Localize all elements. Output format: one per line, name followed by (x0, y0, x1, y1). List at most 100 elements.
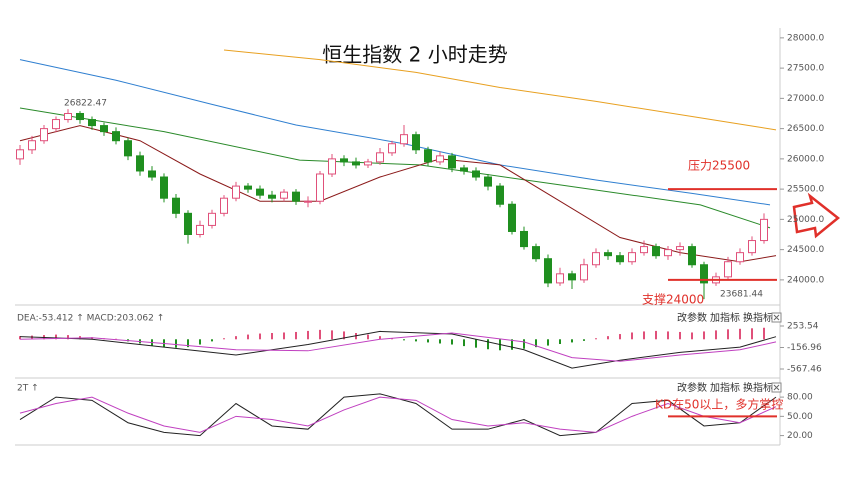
candle-body (544, 258, 552, 284)
candle-body (352, 161, 360, 166)
candle-body (496, 185, 504, 205)
close-icon (773, 384, 780, 391)
candle-body (664, 249, 672, 257)
y-tick-label: -567.46 (787, 365, 822, 375)
y-tick-label: -156.96 (787, 343, 822, 353)
macd-bar (571, 339, 573, 343)
macd-bar (463, 339, 465, 347)
low-label: 23681.44 (720, 290, 763, 300)
macd-bar (751, 328, 753, 340)
candle-body (52, 119, 60, 130)
candle-body (268, 194, 276, 199)
arrow-icon (792, 192, 840, 239)
chart-title: 恒生指数 2 小时走势 (322, 43, 507, 67)
candle-body (508, 203, 516, 232)
panel-button[interactable]: 换指标 (743, 311, 773, 324)
y-tick-label: 25500.0 (787, 185, 824, 195)
candle-body (340, 158, 348, 163)
candle-body (256, 188, 264, 196)
macd-bar (115, 338, 117, 340)
macd-bar (283, 332, 285, 340)
candle-body (736, 252, 744, 263)
macd-bar (175, 339, 177, 348)
candle-body (136, 155, 144, 172)
macd-bar (55, 334, 57, 340)
candle-body (124, 140, 132, 157)
y-tick-label: 24000.0 (787, 275, 824, 285)
candle-body (316, 173, 324, 202)
candle-body (280, 191, 288, 199)
macd-bar (595, 338, 597, 340)
macd-bar (271, 333, 273, 340)
macd-bar (427, 339, 429, 343)
macd-bar (451, 339, 453, 345)
macd-bar (475, 339, 477, 348)
candle-body (328, 158, 336, 175)
candle-body (580, 264, 588, 281)
indicator-line (19, 107, 771, 229)
candle-body (400, 134, 408, 145)
y-tick-label: 24500.0 (787, 245, 824, 255)
candle-body (448, 155, 456, 169)
candle-body (412, 134, 420, 151)
macd-bar (643, 331, 645, 340)
macd-bar (559, 339, 561, 344)
macd-bar (655, 330, 657, 340)
macd-bar (679, 331, 681, 340)
macd-bar (727, 329, 729, 340)
panel-button[interactable]: 加指标 (710, 311, 740, 324)
panel-button[interactable]: 换指标 (743, 381, 773, 394)
macd-bar (631, 332, 633, 340)
macd-bar (523, 339, 525, 349)
macd-bar (235, 336, 237, 340)
macd-bar (739, 328, 741, 340)
macd-bar (331, 330, 333, 340)
macd-bar (403, 339, 405, 341)
y-tick-label: 253.54 (787, 322, 819, 332)
macd-bar (619, 334, 621, 340)
macd-bar (199, 339, 201, 345)
candle-body (484, 176, 492, 187)
macd-bar (511, 339, 513, 350)
y-tick-label: 20.00 (787, 431, 813, 441)
macd-bar (379, 336, 381, 340)
candle-body (760, 218, 768, 242)
close-icon (773, 314, 780, 321)
candle-body (100, 125, 108, 133)
macd-bar (91, 337, 93, 340)
macd-bar (307, 330, 309, 340)
macd-bar (691, 332, 693, 340)
candle-body (460, 167, 468, 172)
candle-body (148, 170, 156, 178)
panel-header: 2T ↑ (17, 384, 39, 394)
candle-body (172, 197, 180, 214)
candle-body (424, 149, 432, 163)
candle-body (676, 246, 684, 251)
macd-bar (319, 329, 321, 340)
macd-bar (211, 339, 213, 342)
macd-bar (19, 336, 21, 340)
candle-body (724, 261, 732, 278)
macd-bar (415, 339, 417, 342)
candle-body (292, 191, 300, 202)
macd-bar (187, 339, 189, 348)
candle-body (184, 212, 192, 235)
panel-button[interactable]: 加指标 (710, 381, 740, 394)
macd-bar (223, 338, 225, 340)
candle-body (232, 185, 240, 199)
macd-bar (343, 331, 345, 340)
candle-body (160, 176, 168, 199)
panel-button[interactable]: 改参数 (677, 311, 707, 324)
candle-body (640, 246, 648, 254)
candle-body (520, 230, 528, 248)
candle-body (364, 161, 372, 166)
indicator-line (19, 332, 777, 362)
panel-button[interactable]: 改参数 (677, 381, 707, 394)
macd-bar (763, 327, 765, 340)
candle-body (304, 200, 312, 203)
macd-bar (67, 335, 69, 340)
candle-body (220, 197, 228, 214)
y-tick-label: 25000.0 (787, 215, 824, 225)
candle-body (532, 246, 540, 260)
candle-body (76, 112, 84, 121)
